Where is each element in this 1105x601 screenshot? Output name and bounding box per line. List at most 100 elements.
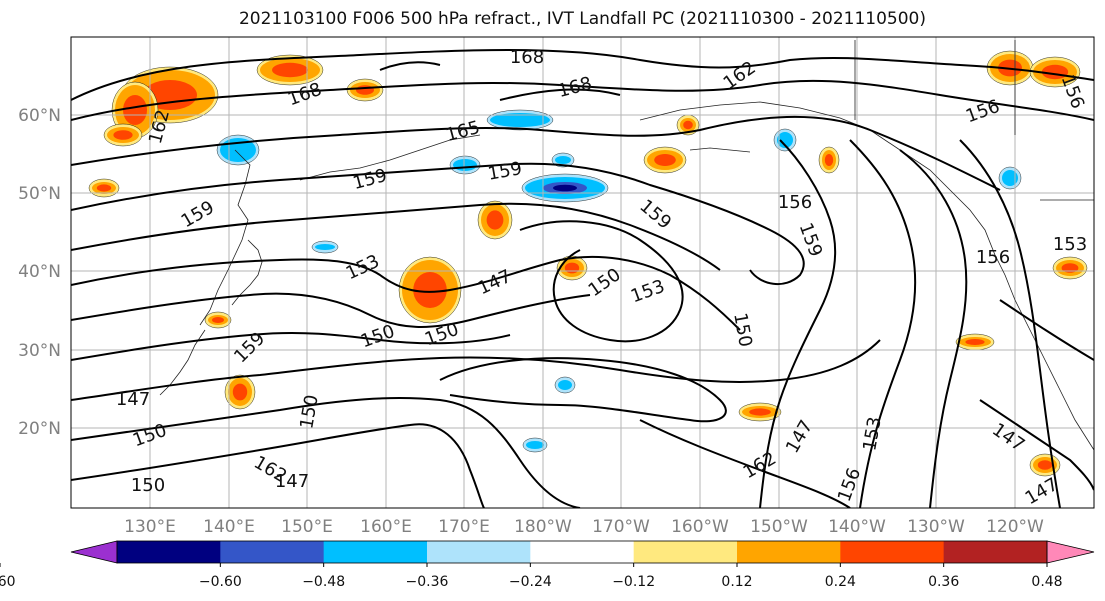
contour-line xyxy=(71,79,1094,121)
aleutian-chain xyxy=(299,134,481,181)
latitude-label: 50°N xyxy=(18,184,61,204)
contour-line xyxy=(849,139,917,508)
negative-anomaly xyxy=(521,173,609,203)
contour-line xyxy=(71,49,1094,101)
colorbar-bin xyxy=(323,541,428,563)
positive-anomaly xyxy=(477,200,513,240)
contour-line xyxy=(999,299,1094,361)
colorbar-bin xyxy=(737,541,841,563)
positive-anomaly xyxy=(224,374,256,410)
contour-label: 156 xyxy=(778,192,812,213)
colorbar-tick-label: −0.24 xyxy=(509,574,552,590)
contour-line xyxy=(639,419,851,508)
positive-anomaly xyxy=(204,311,232,329)
positive-anomaly xyxy=(676,114,700,136)
contour-line xyxy=(71,339,881,401)
negative-anomaly xyxy=(311,240,339,254)
map-frame xyxy=(70,36,1095,509)
longitude-label: 120°W xyxy=(986,517,1044,537)
colorbar-bin xyxy=(943,541,1048,563)
colorbar-bin xyxy=(117,541,221,563)
positive-anomaly xyxy=(738,402,782,422)
positive-anomaly xyxy=(103,123,143,147)
colorbar-tick-label: −0.48 xyxy=(302,574,345,590)
negative-anomaly xyxy=(998,166,1022,190)
colorbar-tick-label: −0.36 xyxy=(406,574,449,590)
longitude-label: 160°E xyxy=(360,517,412,537)
longitude-label: 140°E xyxy=(203,517,255,537)
colorbar: −0.60 −0.48 −0.36 −0.24 −0.12 0.12 0.24 0.36 0.4… xyxy=(0,540,1095,590)
colorbar-extend-max xyxy=(1046,540,1095,564)
colorbar-extend-min xyxy=(70,540,118,564)
colorbar-tick-label: −0.60 xyxy=(199,574,242,590)
longitude-label: 160°W xyxy=(671,517,729,537)
colorbar-tick-label: 0.60 xyxy=(0,574,16,590)
contour-line xyxy=(959,139,1061,508)
positive-anomaly xyxy=(1029,453,1061,477)
colorbar-frame xyxy=(116,540,1048,564)
contour-line xyxy=(71,292,591,328)
longitude-label: 130°W xyxy=(907,517,965,537)
longitude-label: 150°E xyxy=(281,517,333,537)
positive-anomaly xyxy=(111,81,159,139)
longitude-labels: 130°E 140°E 150°E 160°E 170°E 180°W 170°W 160°W… xyxy=(124,517,1044,537)
colorbar-bin xyxy=(633,541,738,563)
contour-label: 147 xyxy=(116,389,150,410)
negative-anomaly xyxy=(551,152,575,168)
negative-anomaly xyxy=(449,155,481,175)
contour-line xyxy=(71,115,1001,191)
positive-anomaly xyxy=(346,78,384,102)
colorbar-tick-label: 0.24 xyxy=(825,574,856,590)
negative-anomaly xyxy=(554,376,576,394)
positive-anomaly xyxy=(88,178,120,198)
contour-line xyxy=(979,399,1094,491)
longitude-label: 150°W xyxy=(750,517,808,537)
negative-anomaly xyxy=(522,437,548,453)
latitude-label: 40°N xyxy=(18,262,61,282)
longitude-label: 170°W xyxy=(592,517,650,537)
colorbar-bin xyxy=(530,541,635,563)
asia-coast xyxy=(199,149,251,326)
longitude-label: 170°E xyxy=(438,517,490,537)
contour-line xyxy=(759,139,837,508)
contour-line xyxy=(71,255,741,331)
alaska-coast xyxy=(689,147,751,153)
contour-line xyxy=(499,88,621,101)
contour-label: 153 xyxy=(1053,234,1087,255)
contour-label: 156 xyxy=(976,247,1010,268)
contour-line xyxy=(71,423,485,508)
borders xyxy=(854,40,1094,201)
positive-anomaly xyxy=(398,256,462,324)
contour-line xyxy=(519,220,684,343)
contour-line xyxy=(379,61,441,71)
negative-anomaly xyxy=(773,128,797,152)
contour-line xyxy=(71,162,805,286)
colorbar-bin xyxy=(427,541,531,563)
contour-label: 150 xyxy=(131,475,165,496)
longitude-label: 140°W xyxy=(828,517,886,537)
latitude-label: 60°N xyxy=(18,106,61,126)
contour-label: 168 xyxy=(510,47,544,68)
latitude-label: 30°N xyxy=(18,341,61,361)
positive-anomaly xyxy=(1052,256,1088,280)
contour-line xyxy=(71,331,511,361)
colorbar-tick-label: 0.36 xyxy=(928,574,959,590)
north-america-coast xyxy=(639,101,1094,451)
colorbar-tick-label: −0.12 xyxy=(612,574,655,590)
longitude-label: 130°E xyxy=(124,517,176,537)
longitude-label: 180°W xyxy=(514,517,572,537)
latitude-labels: 60°N 50°N 40°N 30°N 20°N xyxy=(18,106,61,439)
positive-anomaly xyxy=(818,146,840,174)
colorbar-bin xyxy=(220,541,325,563)
contour-line xyxy=(71,202,721,271)
positive-anomaly xyxy=(643,146,687,174)
figure-title: 2021103100 F006 500 hPa refract., IVT La… xyxy=(238,9,926,29)
colorbar-tick-label: 0.48 xyxy=(1031,574,1062,590)
colorbar-bin xyxy=(840,541,945,563)
latitude-label: 20°N xyxy=(18,419,61,439)
colorbar-tick-label: 0.12 xyxy=(721,574,752,590)
contour-label: 147 xyxy=(275,471,309,492)
contour-line xyxy=(71,397,581,508)
